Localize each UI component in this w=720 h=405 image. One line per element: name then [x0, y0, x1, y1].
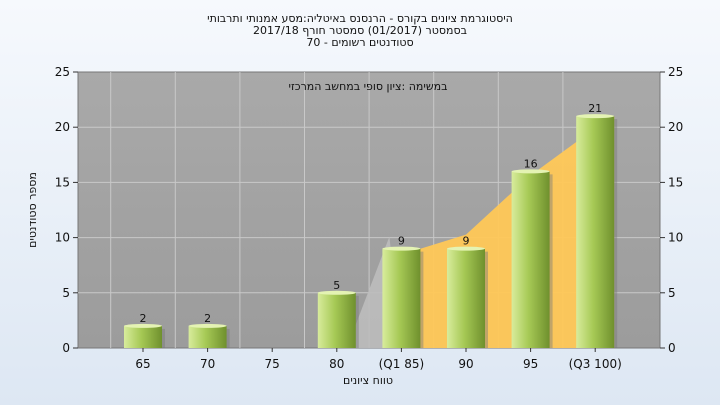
y-axis-left: 0 5 10 15 20 25 [55, 65, 78, 355]
data-labels: 2 2 5 9 9 16 21 [140, 102, 603, 325]
y-axis-label: מספר סטודנטים [26, 172, 39, 248]
title-line-1: היסטוגרמת ציונים בקורס - הרנסנס באיטליה:… [207, 12, 513, 25]
bar-4 [382, 248, 421, 348]
bar-top-3 [317, 290, 356, 295]
title-line-3: סטודנטים רשומים - 70 [306, 36, 413, 49]
y-tick-label-left-2: 10 [55, 231, 70, 245]
bar-top-7 [576, 114, 615, 119]
x-tick-label-2: 75 [265, 357, 280, 371]
y-tick-label-right-2: 10 [668, 231, 683, 245]
data-label-5: 9 [463, 235, 470, 248]
x-axis-label: טווח ציונים [343, 374, 393, 387]
y-tick-label-right-0: 0 [668, 341, 676, 355]
overlay-area [389, 116, 615, 348]
y-tick-label-right-4: 20 [668, 120, 683, 134]
data-label-3: 5 [333, 279, 340, 292]
y-tick-label-right-1: 5 [668, 286, 676, 300]
y-tick-label-left-5: 25 [55, 65, 70, 79]
data-label-6: 16 [524, 157, 538, 170]
x-axis: 65 70 75 80 (Q1 85) 90 95 (Q3 100) [135, 348, 622, 371]
chart-title: היסטוגרמת ציונים בקורס - הרנסנס באיטליה:… [207, 12, 513, 49]
bar-top-6 [511, 169, 550, 174]
x-tick-label-7: (Q3 100) [569, 357, 622, 371]
bar-top-4 [382, 246, 421, 251]
chart-annotation: במשימה :ציון סופי במחשב המרכזי [288, 80, 447, 93]
x-tick-label-0: 65 [135, 357, 150, 371]
y-tick-label-right-3: 15 [668, 175, 683, 189]
x-tick-label-1: 70 [200, 357, 215, 371]
bar-6 [511, 171, 550, 348]
y-tick-label-left-1: 5 [62, 286, 70, 300]
y-axis-right: 0 5 10 15 20 25 [660, 65, 683, 355]
data-label-4: 9 [398, 235, 405, 248]
y-tick-label-left-0: 0 [62, 341, 70, 355]
data-label-0: 2 [140, 312, 147, 325]
bar-1 [188, 325, 227, 348]
y-tick-label-right-5: 25 [668, 65, 683, 79]
x-tick-label-5: 90 [458, 357, 473, 371]
y-tick-label-left-3: 15 [55, 175, 70, 189]
title-line-2: בסמסטר (01/2017) סמסטר חורף 2017/18 [253, 24, 467, 37]
data-label-7: 21 [588, 102, 602, 115]
y-tick-label-left-4: 20 [55, 120, 70, 134]
x-tick-label-6: 95 [523, 357, 538, 371]
bar-0 [124, 325, 162, 348]
bar-5 [447, 248, 485, 348]
data-label-1: 2 [204, 312, 211, 325]
bar-top-5 [447, 246, 485, 251]
bar-top-0 [124, 323, 162, 328]
x-tick-label-4: (Q1 85) [379, 357, 425, 371]
bars [124, 114, 618, 348]
bar-3 [317, 292, 356, 348]
bar-7 [576, 116, 615, 348]
bar-top-1 [188, 323, 227, 328]
x-tick-label-3: 80 [329, 357, 344, 371]
